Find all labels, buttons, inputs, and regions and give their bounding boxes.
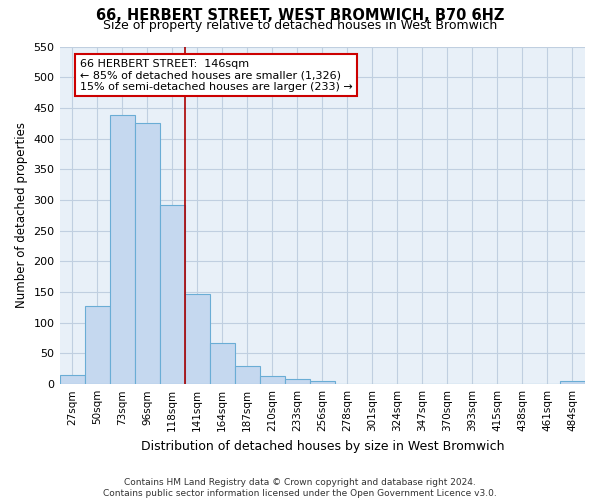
- Bar: [160, 205, 185, 384]
- Bar: [85, 306, 110, 384]
- Bar: [285, 380, 310, 384]
- Bar: [310, 381, 335, 384]
- Y-axis label: Number of detached properties: Number of detached properties: [15, 122, 28, 308]
- Text: Contains HM Land Registry data © Crown copyright and database right 2024.
Contai: Contains HM Land Registry data © Crown c…: [103, 478, 497, 498]
- Bar: [110, 116, 134, 384]
- Bar: [134, 123, 160, 384]
- Bar: [209, 343, 235, 384]
- Bar: [260, 376, 285, 384]
- Text: 66, HERBERT STREET, WEST BROMWICH, B70 6HZ: 66, HERBERT STREET, WEST BROMWICH, B70 6…: [96, 8, 504, 22]
- Bar: [560, 381, 585, 384]
- Bar: [235, 366, 260, 384]
- X-axis label: Distribution of detached houses by size in West Bromwich: Distribution of detached houses by size …: [140, 440, 504, 452]
- Bar: [59, 375, 85, 384]
- Bar: [185, 294, 209, 384]
- Text: 66 HERBERT STREET:  146sqm
← 85% of detached houses are smaller (1,326)
15% of s: 66 HERBERT STREET: 146sqm ← 85% of detac…: [80, 59, 352, 92]
- Text: Size of property relative to detached houses in West Bromwich: Size of property relative to detached ho…: [103, 19, 497, 32]
